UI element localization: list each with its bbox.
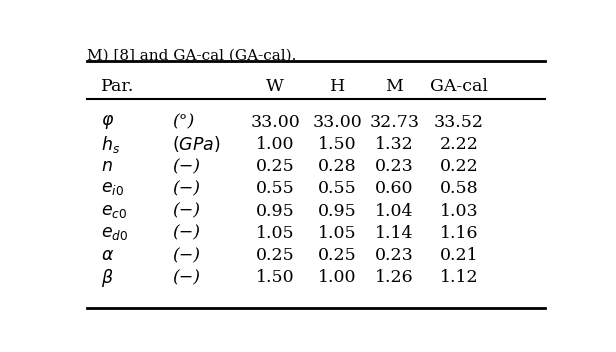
Text: 2.22: 2.22 [439, 136, 479, 153]
Text: 1.05: 1.05 [318, 225, 357, 242]
Text: 1.03: 1.03 [440, 203, 478, 220]
Text: 0.22: 0.22 [440, 158, 478, 175]
Text: 1.04: 1.04 [375, 203, 414, 220]
Text: 0.23: 0.23 [375, 247, 414, 264]
Text: 0.25: 0.25 [256, 247, 294, 264]
Text: 0.55: 0.55 [256, 180, 294, 197]
Text: 0.28: 0.28 [318, 158, 357, 175]
Text: 1.00: 1.00 [256, 136, 294, 153]
Text: M) [8] and GA-cal (GA-cal).: M) [8] and GA-cal (GA-cal). [86, 49, 296, 63]
Text: (−): (−) [172, 158, 200, 175]
Text: (−): (−) [172, 180, 200, 197]
Text: W: W [266, 78, 284, 95]
Text: (−): (−) [172, 203, 200, 220]
Text: 0.23: 0.23 [375, 158, 414, 175]
Text: Par.: Par. [101, 78, 134, 95]
Text: 0.25: 0.25 [318, 247, 357, 264]
Text: 0.55: 0.55 [318, 180, 357, 197]
Text: $h_s$: $h_s$ [101, 134, 120, 155]
Text: 0.25: 0.25 [256, 158, 294, 175]
Text: 1.50: 1.50 [256, 269, 294, 286]
Text: 1.14: 1.14 [375, 225, 414, 242]
Text: M: M [386, 78, 403, 95]
Text: 1.16: 1.16 [440, 225, 478, 242]
Text: 32.73: 32.73 [370, 114, 419, 131]
Text: H: H [330, 78, 345, 95]
Text: $e_{i0}$: $e_{i0}$ [101, 180, 124, 197]
Text: $(GPa)$: $(GPa)$ [172, 134, 221, 155]
Text: 1.00: 1.00 [318, 269, 357, 286]
Text: (−): (−) [172, 225, 200, 242]
Text: 33.00: 33.00 [250, 114, 300, 131]
Text: 1.12: 1.12 [440, 269, 478, 286]
Text: 1.50: 1.50 [318, 136, 357, 153]
Text: (−): (−) [172, 247, 200, 264]
Text: 1.32: 1.32 [375, 136, 414, 153]
Text: (−): (−) [172, 269, 200, 286]
Text: GA-cal: GA-cal [430, 78, 488, 95]
Text: $\alpha$: $\alpha$ [101, 247, 114, 264]
Text: 0.95: 0.95 [256, 203, 294, 220]
Text: $\varphi$: $\varphi$ [101, 113, 114, 131]
Text: $e_{c0}$: $e_{c0}$ [101, 203, 127, 220]
Text: 0.21: 0.21 [440, 247, 478, 264]
Text: 0.95: 0.95 [318, 203, 357, 220]
Text: 1.26: 1.26 [375, 269, 414, 286]
Text: $n$: $n$ [101, 158, 113, 175]
Text: 1.05: 1.05 [256, 225, 294, 242]
Text: $e_{d0}$: $e_{d0}$ [101, 225, 128, 242]
Text: 0.60: 0.60 [375, 180, 414, 197]
Text: (°): (°) [172, 114, 195, 131]
Text: $\beta$: $\beta$ [101, 267, 113, 289]
Text: 33.52: 33.52 [434, 114, 484, 131]
Text: 0.58: 0.58 [440, 180, 478, 197]
Text: 33.00: 33.00 [312, 114, 362, 131]
